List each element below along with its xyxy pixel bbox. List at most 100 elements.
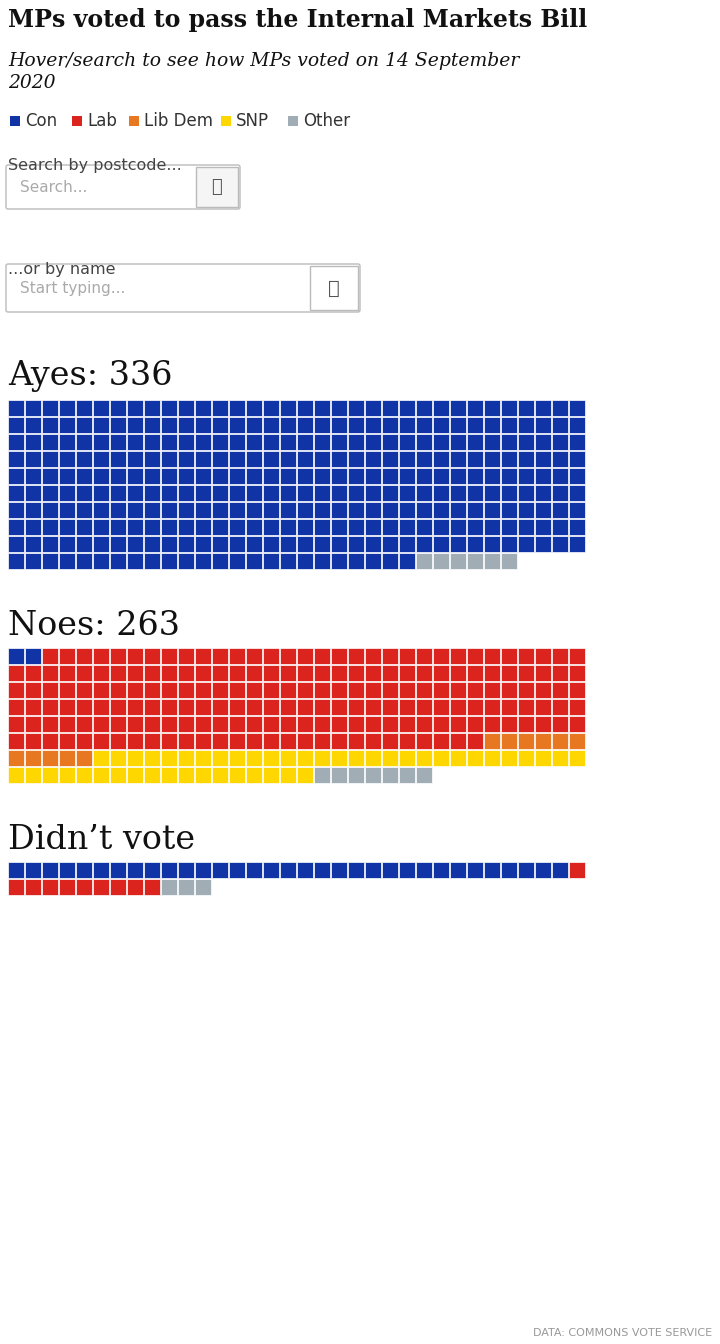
Bar xyxy=(348,699,364,715)
Bar xyxy=(467,681,483,698)
Bar xyxy=(416,536,432,552)
Bar xyxy=(365,862,381,878)
Bar xyxy=(467,434,483,450)
Bar xyxy=(382,417,398,433)
Bar xyxy=(501,485,517,501)
Bar xyxy=(365,434,381,450)
Bar xyxy=(229,552,245,569)
Bar xyxy=(25,767,41,784)
Bar xyxy=(8,732,24,749)
Bar xyxy=(144,434,160,450)
Bar xyxy=(161,732,177,749)
Bar xyxy=(280,401,296,417)
Bar xyxy=(25,434,41,450)
Bar xyxy=(331,681,347,698)
Text: MPs voted to pass the Internal Markets Bill: MPs voted to pass the Internal Markets B… xyxy=(8,8,588,32)
Bar xyxy=(25,452,41,466)
Bar xyxy=(144,485,160,501)
Bar xyxy=(178,716,194,732)
Bar xyxy=(263,648,279,664)
Bar xyxy=(263,552,279,569)
Bar xyxy=(93,665,109,681)
Bar xyxy=(484,699,500,715)
Bar xyxy=(144,417,160,433)
Bar xyxy=(348,862,364,878)
Bar xyxy=(365,401,381,417)
Bar xyxy=(127,552,143,569)
Bar xyxy=(59,716,75,732)
Bar xyxy=(297,681,313,698)
Bar xyxy=(161,648,177,664)
Bar xyxy=(501,732,517,749)
Bar xyxy=(399,552,415,569)
Bar xyxy=(552,665,568,681)
Bar xyxy=(331,417,347,433)
Bar xyxy=(484,519,500,535)
Bar xyxy=(263,699,279,715)
Bar xyxy=(569,503,585,517)
Bar xyxy=(8,468,24,484)
Bar xyxy=(246,536,262,552)
Bar xyxy=(8,862,24,878)
Bar xyxy=(263,536,279,552)
Bar xyxy=(195,536,211,552)
Bar xyxy=(484,665,500,681)
Bar xyxy=(110,665,126,681)
Bar xyxy=(212,648,228,664)
Bar xyxy=(178,468,194,484)
Text: Start typing...: Start typing... xyxy=(20,281,125,296)
Bar xyxy=(76,519,92,535)
Bar xyxy=(382,681,398,698)
Bar xyxy=(93,681,109,698)
Bar xyxy=(8,665,24,681)
Bar xyxy=(195,862,211,878)
Bar xyxy=(535,519,551,535)
Bar xyxy=(280,716,296,732)
Bar xyxy=(8,681,24,698)
Bar xyxy=(246,434,262,450)
Bar xyxy=(280,503,296,517)
Bar xyxy=(552,401,568,417)
Bar xyxy=(263,681,279,698)
Bar xyxy=(8,699,24,715)
Bar xyxy=(280,767,296,784)
Bar xyxy=(59,862,75,878)
Bar xyxy=(93,648,109,664)
Bar xyxy=(8,434,24,450)
Bar xyxy=(518,862,534,878)
Bar xyxy=(110,552,126,569)
Bar xyxy=(25,503,41,517)
Bar xyxy=(450,401,466,417)
Bar xyxy=(280,862,296,878)
Bar xyxy=(59,750,75,766)
Bar xyxy=(93,468,109,484)
Bar xyxy=(59,648,75,664)
Bar xyxy=(59,879,75,895)
Bar xyxy=(59,681,75,698)
Bar xyxy=(263,519,279,535)
Bar xyxy=(501,452,517,466)
Bar xyxy=(161,417,177,433)
Bar xyxy=(246,401,262,417)
Bar xyxy=(433,519,449,535)
Bar xyxy=(297,552,313,569)
Bar xyxy=(501,417,517,433)
Bar xyxy=(25,519,41,535)
Bar xyxy=(8,767,24,784)
Bar xyxy=(348,519,364,535)
Bar xyxy=(501,648,517,664)
Bar xyxy=(518,434,534,450)
Bar xyxy=(59,552,75,569)
Bar xyxy=(297,536,313,552)
Bar xyxy=(331,665,347,681)
Bar xyxy=(484,716,500,732)
Bar xyxy=(399,862,415,878)
Bar xyxy=(365,536,381,552)
Bar xyxy=(501,536,517,552)
Bar xyxy=(42,648,58,664)
Bar xyxy=(246,503,262,517)
Bar xyxy=(518,468,534,484)
Bar xyxy=(365,767,381,784)
Bar xyxy=(382,699,398,715)
Bar xyxy=(552,862,568,878)
